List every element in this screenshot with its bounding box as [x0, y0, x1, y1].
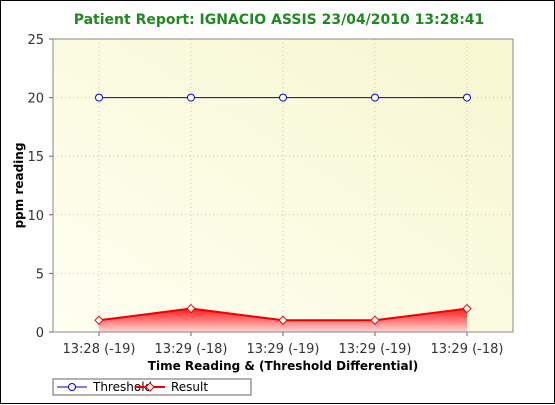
- chart-title: Patient Report: IGNACIO ASSIS 23/04/2010…: [74, 12, 485, 28]
- circle-marker: [463, 93, 471, 102]
- y-tick-label: 0: [36, 326, 44, 341]
- x-tick-label: 13:29 (-18): [155, 342, 228, 357]
- y-tick-label: 15: [27, 150, 44, 165]
- diamond-marker: [94, 315, 104, 325]
- x-axis-ticks: 13:28 (-19) 13:29 (-18) 13:29 (-19) 13:29 (…: [63, 332, 504, 357]
- x-axis-label: Time Reading & (Threshold Differential): [148, 359, 418, 373]
- legend-label: Result: [171, 380, 208, 394]
- legend-item-threshold: Threshold: [57, 380, 152, 394]
- y-tick-label: 10: [27, 209, 44, 224]
- circle-marker: [187, 93, 195, 102]
- diamond-marker: [370, 315, 380, 325]
- plot-area: [53, 39, 513, 332]
- circle-marker: [95, 93, 103, 102]
- legend-item-result: Result: [135, 380, 208, 394]
- circle-marker: [279, 93, 287, 102]
- y-axis-ticks: 0 5 10 15 20 25: [27, 33, 53, 341]
- legend: Threshold Result: [52, 378, 252, 396]
- series-threshold: [95, 93, 471, 102]
- y-tick-label: 20: [27, 92, 44, 107]
- diamond-marker: [145, 382, 155, 392]
- diamond-marker: [278, 315, 288, 325]
- legend-label: Threshold: [92, 380, 152, 394]
- diamond-marker: [186, 303, 196, 314]
- diamond-marker: [462, 303, 472, 314]
- y-tick-label: 5: [36, 267, 44, 282]
- x-tick-label: 13:29 (-18): [431, 342, 504, 357]
- series-result: [94, 303, 472, 332]
- series-layer: [94, 93, 472, 332]
- plot-border: [52, 38, 514, 333]
- x-tick-label: 13:29 (-19): [339, 342, 412, 357]
- circle-marker: [68, 383, 76, 391]
- x-tick-label: 13:29 (-19): [247, 342, 320, 357]
- y-axis-label: ppm reading: [12, 143, 26, 229]
- y-tick-label: 25: [27, 33, 44, 48]
- circle-marker: [371, 93, 379, 102]
- x-tick-label: 13:28 (-19): [63, 342, 136, 357]
